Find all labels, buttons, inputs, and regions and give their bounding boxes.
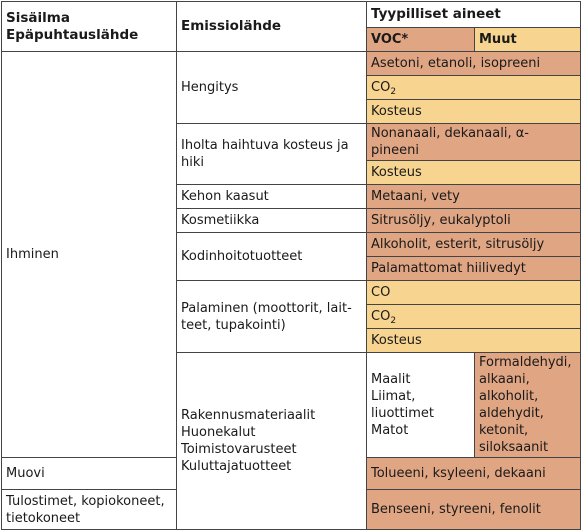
co2-label: CO (371, 80, 391, 95)
emission-tulostimet: Tulostimet, kopiokoneet, tietokoneet (1, 489, 177, 530)
header-muut: Muut (474, 27, 581, 52)
header-source-column: Sisäilma Epäpuhtauslähde (1, 1, 177, 52)
substance-iho-kosteus: Kosteus (366, 160, 581, 185)
substance-palaminen-kosteus: Kosteus (366, 328, 581, 353)
emission-palaminen: Palaminen (moottorit, lait- teet, tupako… (176, 280, 367, 353)
substance-palaminen-co2: CO2 (366, 304, 581, 329)
emission-kodinhoitotuotteet: Kodinhoitotuotteet (176, 232, 367, 281)
co2-subscript: 2 (390, 87, 397, 97)
header-typical-substances: Tyypilliset aineet (366, 1, 581, 28)
source-ihminen: Ihminen (1, 51, 177, 458)
header-source-line1: Sisäilma (6, 9, 70, 26)
header-emission-column: Emissiolähde (176, 1, 367, 52)
substance-kodin-hiilivedyt: Palamattomat hiilivedyt (366, 256, 581, 281)
emission-kehon-kaasut: Kehon kaasut (176, 184, 367, 209)
substance-palaminen-co: CO (366, 280, 581, 305)
substance-iho-voc: Nonanaali, dekanaali, α-pineeni (366, 123, 581, 161)
substance-tulostimet-voc: Benseeni, styreeni, fenolit (366, 489, 581, 530)
substance-hengitys-kosteus: Kosteus (366, 99, 581, 124)
source-rakennusmateriaalit: Rakennusmateriaalit Huonekalut Toimistov… (176, 352, 367, 530)
substance-kosmetiikka-voc: Sitrusöljy, eukalyptoli (366, 208, 581, 233)
substance-muovi-voc: Tolueeni, ksyleeni, dekaani (366, 457, 581, 490)
substance-hengitys-co2: CO2 (366, 75, 581, 100)
emission-hengitys: Hengitys (176, 51, 367, 124)
emission-maalit: Maalit Liimat, liuottimet Matot (366, 352, 475, 458)
substance-hengitys-voc: Asetoni, etanoli, isopreeni (366, 51, 581, 76)
co2-subscript: 2 (390, 316, 397, 326)
substance-kehon-voc: Metaani, vety (366, 184, 581, 209)
emission-iho: Iholta haihtuva kosteus ja hiki (176, 123, 367, 185)
co2-label: CO (371, 309, 391, 324)
header-source-line2: Epäpuhtauslähde (6, 26, 139, 43)
emission-muovi: Muovi (1, 457, 177, 490)
substance-kodin-voc: Alkoholit, esterit, sitrusöljy (366, 232, 581, 257)
header-voc: VOC* (366, 27, 475, 52)
substance-maalit-voc: Formaldehydi, alkaani, alkoholit, aldehy… (474, 352, 581, 458)
emission-kosmetiikka: Kosmetiikka (176, 208, 367, 233)
